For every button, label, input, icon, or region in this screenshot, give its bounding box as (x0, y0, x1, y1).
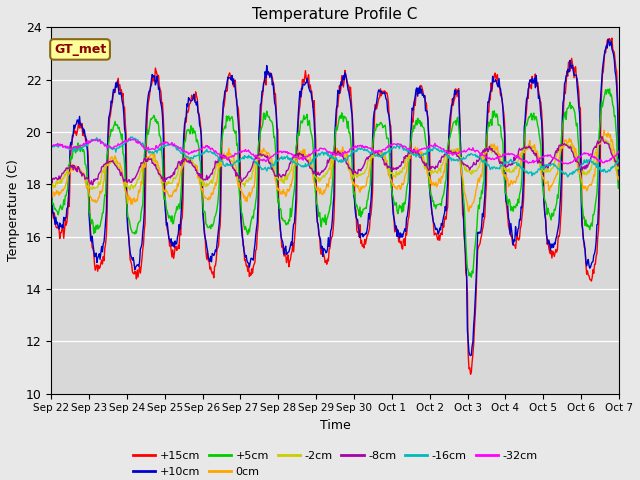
-8cm (422, 163, 429, 168)
Line: +5cm: +5cm (51, 89, 619, 277)
-16cm (615, 156, 623, 162)
Text: GT_met: GT_met (54, 43, 106, 56)
Title: Temperature Profile C: Temperature Profile C (252, 7, 418, 22)
-32cm (405, 146, 413, 152)
-32cm (422, 146, 429, 152)
+15cm (615, 152, 623, 157)
+15cm (47, 177, 55, 183)
+5cm (421, 130, 429, 136)
+15cm (116, 82, 124, 87)
-16cm (564, 174, 572, 180)
-2cm (116, 167, 124, 173)
-16cm (58, 142, 65, 147)
0cm (116, 160, 124, 166)
-16cm (47, 144, 55, 150)
-2cm (597, 135, 605, 141)
Line: -2cm: -2cm (51, 138, 619, 190)
Line: +15cm: +15cm (51, 38, 619, 374)
-2cm (47, 183, 55, 189)
0cm (421, 160, 429, 166)
+10cm (47, 197, 55, 203)
-32cm (58, 143, 65, 148)
+15cm (421, 93, 429, 98)
+15cm (173, 246, 181, 252)
+5cm (173, 207, 181, 213)
+10cm (615, 185, 623, 191)
-8cm (405, 147, 413, 153)
+5cm (605, 86, 613, 92)
+15cm (204, 250, 211, 256)
-8cm (47, 172, 55, 178)
+5cm (404, 180, 412, 185)
+15cm (404, 217, 412, 223)
Line: -16cm: -16cm (51, 137, 619, 177)
-16cm (422, 152, 429, 157)
+5cm (116, 129, 124, 134)
+15cm (58, 229, 65, 235)
0cm (615, 174, 623, 180)
-2cm (422, 161, 429, 167)
+10cm (404, 206, 412, 212)
+10cm (116, 91, 124, 97)
Line: 0cm: 0cm (51, 130, 619, 212)
-16cm (204, 149, 212, 155)
+15cm (608, 35, 616, 41)
-32cm (116, 142, 124, 148)
-2cm (126, 187, 134, 193)
-2cm (58, 180, 65, 186)
+5cm (467, 274, 475, 280)
-16cm (127, 134, 134, 140)
Line: -8cm: -8cm (51, 137, 619, 185)
Y-axis label: Temperature (C): Temperature (C) (7, 159, 20, 262)
0cm (173, 180, 181, 186)
+10cm (467, 353, 474, 359)
-16cm (116, 144, 124, 149)
X-axis label: Time: Time (320, 419, 351, 432)
-16cm (405, 148, 413, 154)
Line: -32cm: -32cm (51, 138, 619, 164)
+10cm (421, 93, 429, 98)
-8cm (88, 182, 96, 188)
-32cm (204, 145, 212, 151)
+10cm (204, 248, 211, 253)
+15cm (467, 372, 474, 377)
0cm (47, 187, 55, 193)
-8cm (598, 134, 605, 140)
0cm (204, 196, 211, 202)
-32cm (47, 144, 55, 150)
-2cm (175, 168, 182, 174)
-32cm (175, 144, 182, 150)
0cm (600, 127, 608, 133)
+10cm (58, 224, 65, 230)
-2cm (204, 181, 212, 187)
-8cm (116, 173, 124, 179)
+10cm (173, 234, 181, 240)
-2cm (615, 162, 623, 168)
-16cm (175, 147, 182, 153)
+10cm (605, 36, 612, 42)
-8cm (175, 159, 182, 165)
-8cm (615, 157, 623, 163)
-32cm (125, 135, 133, 141)
-8cm (204, 174, 212, 180)
+5cm (47, 193, 55, 199)
Line: +10cm: +10cm (51, 39, 619, 356)
+5cm (615, 186, 623, 192)
0cm (465, 209, 473, 215)
+5cm (58, 205, 65, 211)
+5cm (204, 224, 211, 230)
-32cm (615, 149, 623, 155)
0cm (404, 157, 412, 163)
-2cm (405, 150, 413, 156)
-32cm (563, 161, 571, 167)
0cm (58, 189, 65, 194)
Legend: +15cm, +10cm, +5cm, 0cm, -2cm, -8cm, -16cm, -32cm: +15cm, +10cm, +5cm, 0cm, -2cm, -8cm, -16… (129, 447, 542, 480)
-8cm (58, 173, 65, 179)
